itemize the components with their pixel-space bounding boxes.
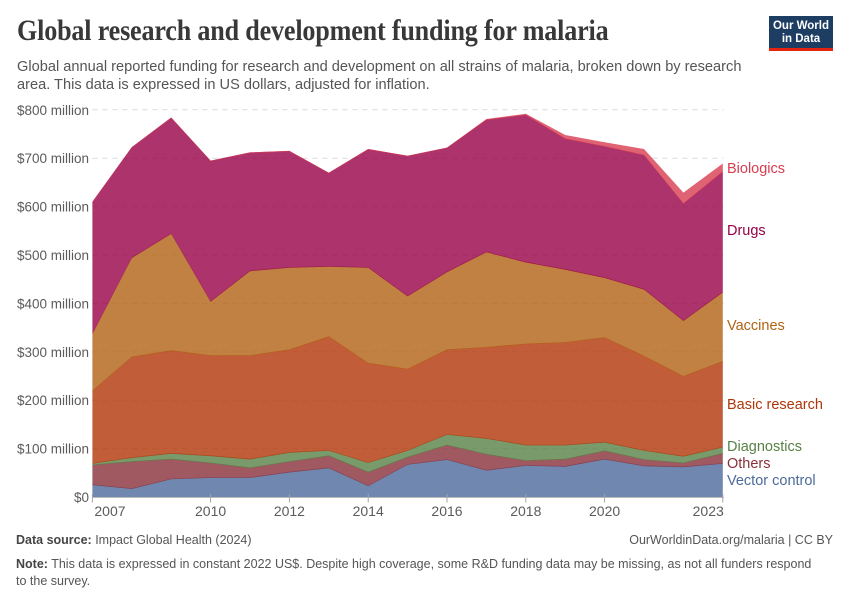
svg-text:Drugs: Drugs [727, 223, 766, 239]
svg-text:2020: 2020 [589, 503, 620, 519]
svg-text:$700 million: $700 million [17, 151, 89, 166]
svg-text:$0: $0 [74, 490, 89, 505]
svg-text:Vaccines: Vaccines [727, 318, 785, 334]
svg-text:Others: Others [727, 456, 771, 472]
svg-text:2012: 2012 [274, 503, 305, 519]
svg-text:2010: 2010 [195, 503, 226, 519]
svg-text:$300 million: $300 million [17, 345, 89, 360]
svg-text:$800 million: $800 million [17, 103, 89, 118]
svg-text:Diagnostics: Diagnostics [727, 439, 802, 455]
svg-text:Vector control: Vector control [727, 473, 816, 489]
svg-text:$400 million: $400 million [17, 296, 89, 311]
svg-text:2016: 2016 [431, 503, 462, 519]
svg-text:2018: 2018 [510, 503, 541, 519]
svg-text:2023: 2023 [693, 503, 724, 519]
svg-text:Biologics: Biologics [727, 161, 785, 177]
svg-text:2007: 2007 [94, 503, 125, 519]
svg-text:$500 million: $500 million [17, 248, 89, 263]
svg-text:$600 million: $600 million [17, 200, 89, 215]
svg-text:Basic research: Basic research [727, 397, 823, 413]
svg-text:$200 million: $200 million [17, 393, 89, 408]
svg-text:$100 million: $100 million [17, 442, 89, 457]
svg-text:2014: 2014 [353, 503, 384, 519]
